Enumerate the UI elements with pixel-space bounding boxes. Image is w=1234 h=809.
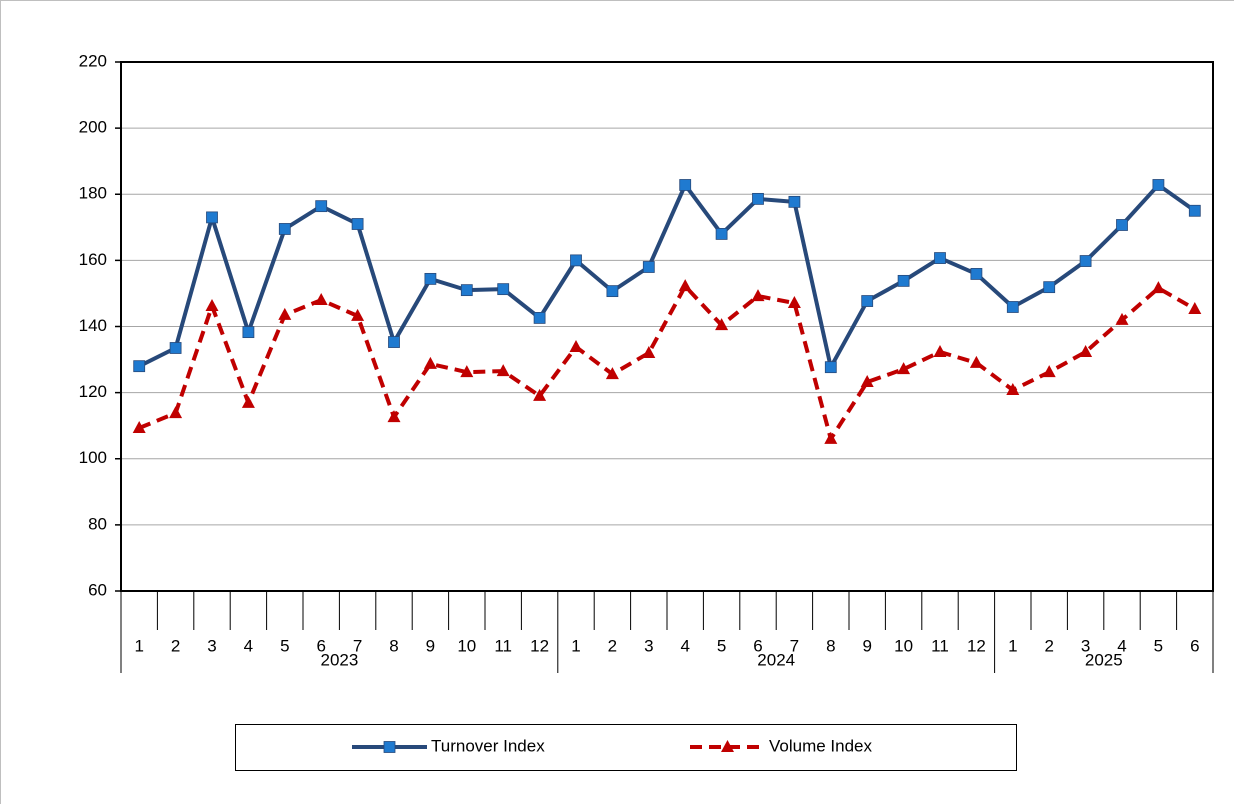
data-point	[315, 293, 328, 305]
data-point	[278, 308, 291, 320]
data-point	[824, 432, 837, 444]
y-tick-label: 180	[79, 184, 107, 203]
data-point	[1044, 282, 1055, 293]
data-point	[680, 179, 691, 190]
data-point	[753, 193, 764, 204]
data-point	[134, 361, 145, 372]
data-point	[1189, 205, 1200, 216]
x-tick-label: 4	[244, 636, 253, 655]
x-tick-label: 8	[389, 636, 398, 655]
x-group-label: 2023	[320, 650, 358, 669]
y-tick-label: 100	[79, 448, 107, 467]
data-point	[424, 357, 437, 369]
data-point	[1152, 281, 1165, 293]
data-point	[825, 362, 836, 373]
data-point	[643, 261, 654, 272]
data-point	[169, 406, 182, 418]
data-point	[498, 284, 509, 295]
series-line	[139, 286, 1195, 439]
x-tick-label: 10	[457, 636, 476, 655]
data-point	[935, 253, 946, 264]
data-point	[1080, 256, 1091, 267]
legend-label: Turnover Index	[431, 736, 545, 755]
x-tick-label: 6	[1190, 636, 1199, 655]
x-tick-label: 5	[717, 636, 726, 655]
x-tick-label: 10	[894, 636, 913, 655]
data-point	[242, 396, 255, 408]
x-tick-label: 12	[530, 636, 549, 655]
x-tick-label: 2	[1044, 636, 1053, 655]
data-point	[788, 296, 801, 308]
x-group-label: 2024	[757, 650, 795, 669]
x-tick-label: 1	[571, 636, 580, 655]
data-point	[716, 228, 727, 239]
x-tick-label: 5	[1154, 636, 1163, 655]
data-point	[1153, 179, 1164, 190]
data-point	[170, 342, 181, 353]
x-tick-label: 11	[494, 636, 512, 655]
data-point	[607, 286, 618, 297]
y-tick-label: 220	[79, 51, 107, 70]
data-point	[970, 356, 983, 368]
x-tick-label: 3	[644, 636, 653, 655]
x-tick-label: 9	[862, 636, 871, 655]
x-tick-label: 4	[680, 636, 689, 655]
data-point	[898, 275, 909, 286]
data-point	[352, 219, 363, 230]
data-point	[971, 268, 982, 279]
data-point	[207, 212, 218, 223]
data-point	[1007, 301, 1018, 312]
x-tick-label: 11	[931, 636, 949, 655]
y-tick-label: 160	[79, 250, 107, 269]
data-point	[206, 299, 219, 311]
x-tick-label: 5	[280, 636, 289, 655]
data-point	[279, 223, 290, 234]
data-point	[570, 340, 583, 352]
data-point	[389, 337, 400, 348]
data-point	[388, 410, 401, 422]
data-point	[243, 327, 254, 338]
legend-marker	[384, 742, 395, 753]
data-point	[1116, 313, 1129, 325]
data-point	[461, 285, 472, 296]
data-point	[1043, 365, 1056, 377]
series-line	[139, 185, 1195, 367]
data-point	[862, 296, 873, 307]
y-tick-label: 200	[79, 118, 107, 137]
y-tick-label: 60	[88, 580, 107, 599]
x-tick-label: 8	[826, 636, 835, 655]
x-tick-label: 12	[967, 636, 986, 655]
data-point	[679, 279, 692, 291]
x-tick-label: 3	[207, 636, 216, 655]
x-group-label: 2025	[1085, 650, 1123, 669]
data-point	[934, 345, 947, 357]
data-point	[425, 273, 436, 284]
x-tick-label: 9	[426, 636, 435, 655]
data-point	[571, 255, 582, 266]
data-point	[1117, 219, 1128, 230]
data-point	[316, 201, 327, 212]
x-tick-label: 2	[171, 636, 180, 655]
y-tick-label: 80	[88, 514, 107, 533]
y-tick-label: 120	[79, 382, 107, 401]
data-point	[789, 196, 800, 207]
x-tick-label: 2	[608, 636, 617, 655]
data-point	[534, 312, 545, 323]
x-tick-label: 1	[134, 636, 143, 655]
x-tick-label: 1	[1008, 636, 1017, 655]
legend-label: Volume Index	[769, 736, 873, 755]
data-point	[1188, 302, 1201, 314]
y-tick-label: 140	[79, 316, 107, 335]
